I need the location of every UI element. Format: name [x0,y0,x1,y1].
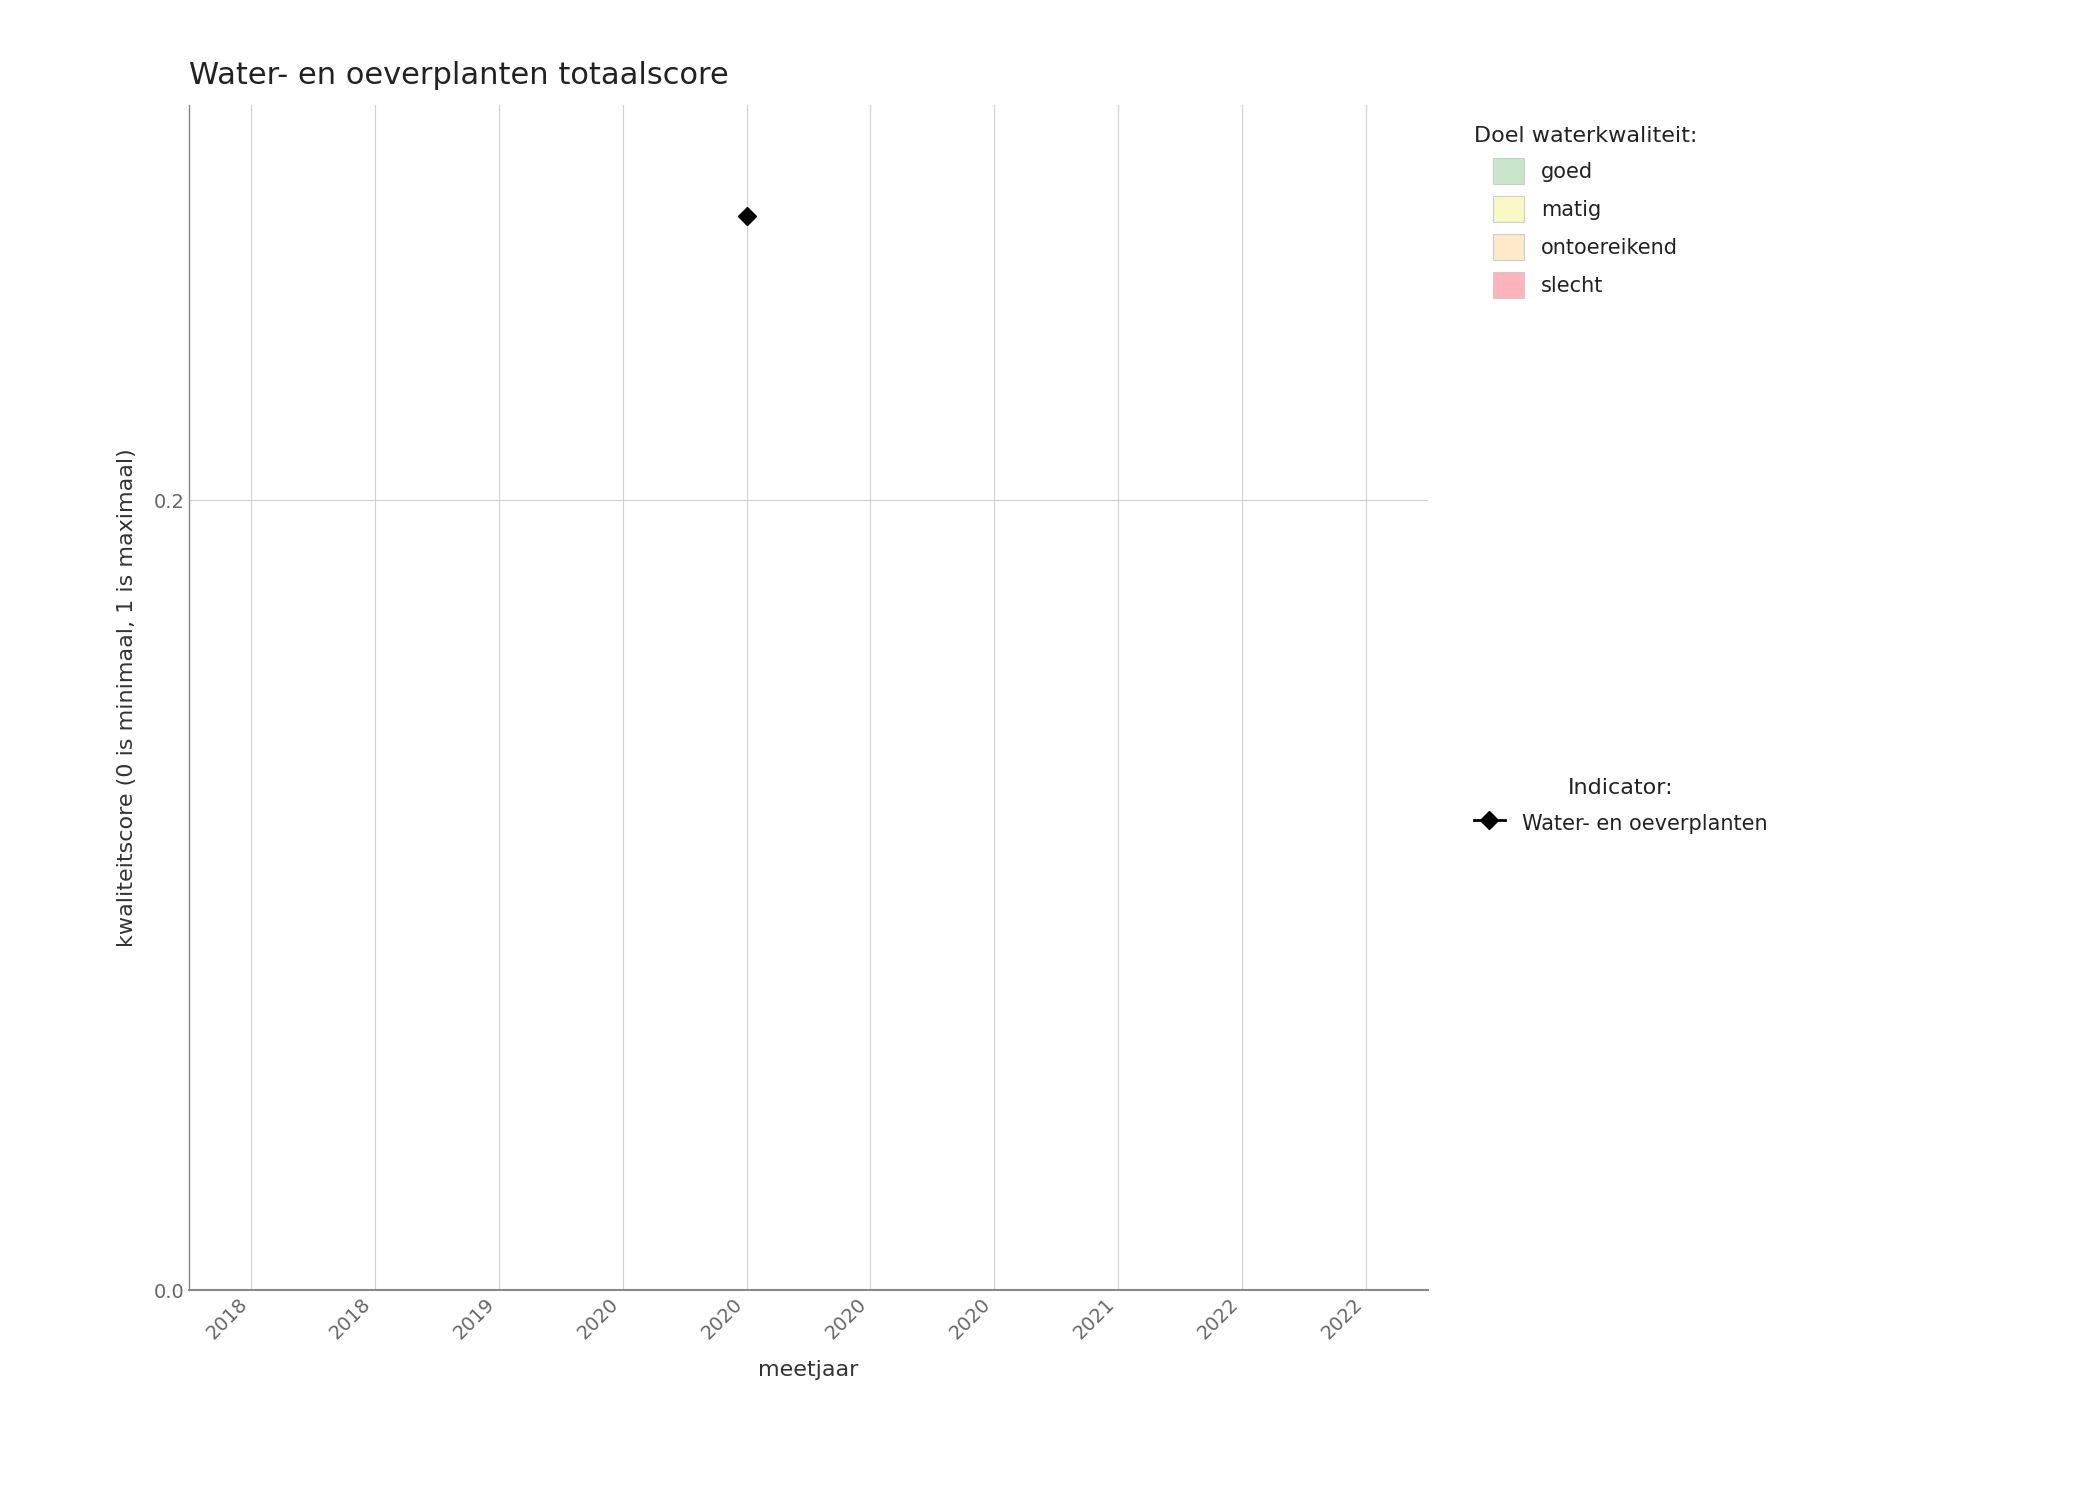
Y-axis label: kwaliteitscore (0 is minimaal, 1 is maximaal): kwaliteitscore (0 is minimaal, 1 is maxi… [118,448,136,946]
Legend: Water- en oeverplanten: Water- en oeverplanten [1464,766,1777,846]
Text: Water- en oeverplanten totaalscore: Water- en oeverplanten totaalscore [189,62,729,90]
X-axis label: meetjaar: meetjaar [758,1360,859,1380]
